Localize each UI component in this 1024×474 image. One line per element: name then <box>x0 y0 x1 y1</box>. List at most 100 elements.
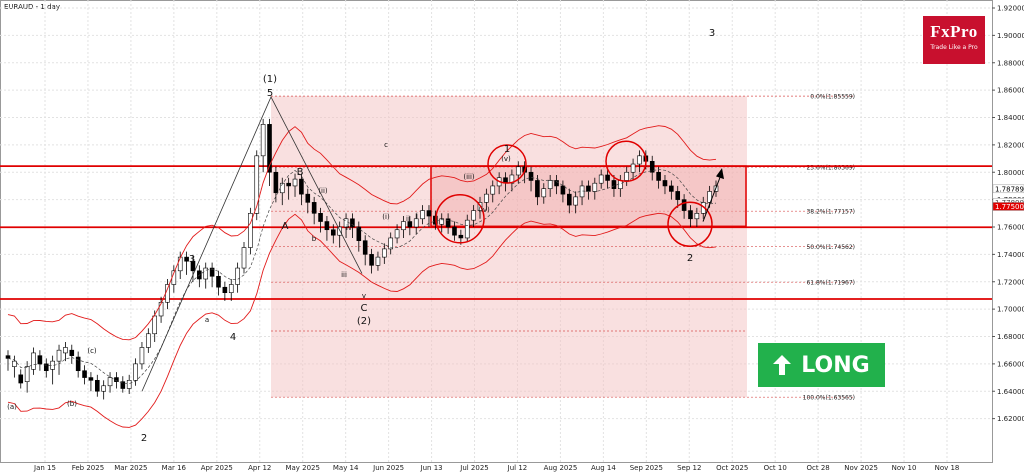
x-tick-label: Oct 28 <box>807 464 830 472</box>
wave-label: 5 <box>267 88 273 99</box>
candle-body <box>43 363 49 372</box>
candle-body <box>375 256 381 266</box>
candle-body <box>554 180 559 187</box>
wave-label: (a) <box>7 403 17 411</box>
wave-label: a <box>205 316 209 324</box>
x-tick-label: Jun 13 <box>420 464 443 472</box>
fibonacci-label: 100.0%(1.63565) <box>803 395 855 402</box>
candle-body <box>694 213 700 220</box>
y-tick-label: 1.70000 <box>997 306 1024 314</box>
candle-body <box>541 188 547 198</box>
candle-body <box>669 185 674 192</box>
candle-body <box>190 260 196 272</box>
candle-body <box>107 377 113 387</box>
candle-body <box>586 185 591 192</box>
plot-frame <box>0 0 993 463</box>
y-tick-label: 1.80000 <box>997 169 1024 177</box>
x-tick-label: Jan 15 <box>33 464 56 472</box>
candle-body <box>637 155 642 165</box>
candle-body <box>439 218 445 225</box>
wave-label: v <box>362 292 366 300</box>
bollinger-upper-band <box>7 125 717 341</box>
fibonacci-label: 61.8%(1.71967) <box>806 280 855 287</box>
candle-body <box>452 226 457 236</box>
wave-label: c <box>384 141 388 149</box>
x-tick-label: Sep 12 <box>677 464 701 472</box>
candle-body <box>311 202 317 214</box>
long-signal-badge: LONG <box>758 343 885 387</box>
candle-body <box>31 352 36 370</box>
moving-average-line <box>7 169 717 384</box>
candle-body <box>471 210 476 221</box>
y-tick-label: 1.92000 <box>997 5 1024 13</box>
chart-title: EURAUD - 1 day <box>4 3 60 11</box>
candle-body <box>69 349 75 356</box>
x-tick-label: Mar 16 <box>162 464 187 472</box>
candle-body <box>37 355 43 365</box>
x-tick-label: Apr 12 <box>248 464 271 472</box>
price-marker-label: 1.77500 <box>995 203 1024 211</box>
candle-body <box>445 218 451 228</box>
candle-body <box>624 171 630 181</box>
candle-body <box>254 155 260 214</box>
candle-body <box>209 267 215 277</box>
candle-body <box>184 256 189 262</box>
highlight-circle <box>487 144 527 184</box>
candle-body <box>605 174 610 181</box>
x-tick-label: Jul 2025 <box>459 464 489 472</box>
wave-label: ii <box>406 215 410 223</box>
wave-label: C <box>361 303 368 314</box>
wave-label: (iii) <box>463 173 475 181</box>
candle-body <box>273 171 279 194</box>
fibonacci-label: 0.0%(1.85559) <box>810 94 855 101</box>
candle-body <box>426 210 432 217</box>
candle-body <box>82 370 87 378</box>
candle-body <box>24 366 30 382</box>
wave-label: (i) <box>382 213 390 221</box>
y-tick-label: 1.76000 <box>997 224 1024 232</box>
wave-label: iii <box>341 271 347 279</box>
candle-body <box>566 193 572 206</box>
candle-body <box>286 182 291 187</box>
projection-arrow-line <box>702 172 723 222</box>
wave-label: 3 <box>189 254 195 265</box>
candle-body <box>528 171 534 181</box>
candle-body <box>324 221 330 231</box>
x-tick-label: Aug 2025 <box>544 464 578 472</box>
y-tick-label: 1.72000 <box>997 278 1024 286</box>
candle-body <box>458 234 464 239</box>
candle-body <box>101 385 106 392</box>
x-tick-label: Oct 10 <box>764 464 787 472</box>
wave-label: 2 <box>687 253 693 264</box>
price-marker-box <box>992 202 1024 211</box>
wave-label: (iv) <box>478 206 490 214</box>
y-tick-label: 1.90000 <box>997 32 1024 40</box>
x-tick-label: Nov 2025 <box>844 464 878 472</box>
y-tick-label: 1.62000 <box>997 415 1024 423</box>
candle-body <box>547 180 553 189</box>
candle-body <box>146 333 151 348</box>
projection-arrow-head <box>716 168 724 180</box>
candle-body <box>260 124 266 157</box>
candle-body <box>305 193 311 203</box>
candle-body <box>94 379 100 392</box>
price-marker-box <box>992 184 1024 194</box>
wave-label: 3 <box>709 28 715 39</box>
candle-body <box>464 219 470 239</box>
candle-body <box>330 229 336 236</box>
candle-body <box>560 185 566 195</box>
candle-body <box>5 355 11 359</box>
candle-body <box>681 199 687 211</box>
wave-label: 1 <box>504 144 510 155</box>
y-tick-label: 1.88000 <box>997 59 1024 67</box>
candle-body <box>56 349 62 362</box>
candle-body <box>662 180 668 187</box>
candle-body <box>318 213 323 222</box>
candle-body <box>337 226 342 236</box>
wave-label: (2) <box>357 316 371 327</box>
candle-body <box>592 182 598 192</box>
candle-body <box>484 193 489 203</box>
candle-body <box>203 267 209 280</box>
x-tick-label: Jul 12 <box>507 464 528 472</box>
